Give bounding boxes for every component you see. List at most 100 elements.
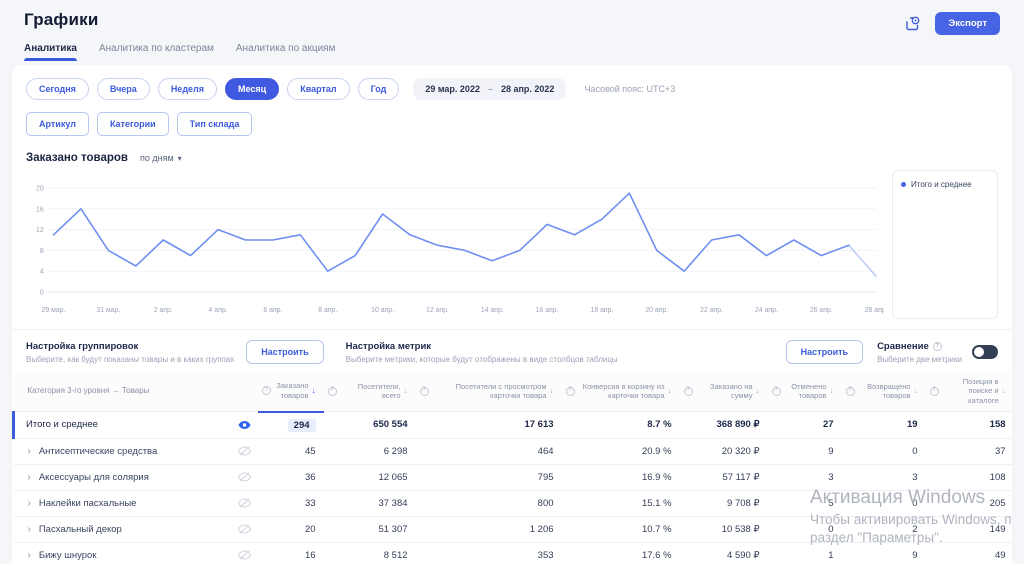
svg-text:24 апр.: 24 апр. — [755, 307, 778, 314]
category-name: Наклейки пасхальные — [38, 497, 137, 509]
sort-icon[interactable]: ↓ — [667, 386, 672, 396]
expand-chevron-icon[interactable]: › — [27, 445, 31, 457]
column-help-icon[interactable]: ? — [565, 386, 575, 396]
column-help-icon[interactable]: ? — [419, 386, 429, 396]
sort-icon[interactable]: ↓ — [829, 386, 834, 396]
tab-1[interactable]: Аналитика по кластерам — [98, 43, 214, 54]
eye-visible-icon[interactable] — [238, 420, 251, 430]
cell-value: 149 — [925, 516, 1012, 543]
period-pill[interactable]: Сегодня — [26, 78, 89, 100]
table-row[interactable]: › Наклейки пасхальные 33 37 384 800 15.1 % 9 7… — [13, 490, 1012, 517]
orders-chart: 0 4 8 12 16 20 29 мар. 31 мар. 2 апр. 4 апр. 6 апр… — [12, 166, 1012, 329]
configure-metrics-button[interactable]: Настроить — [785, 340, 864, 364]
cell-value: 17.6 % — [561, 542, 680, 564]
legend-dot-icon — [901, 182, 906, 187]
column-help-icon[interactable]: ? — [683, 386, 693, 396]
sort-icon[interactable]: ↓ — [913, 386, 918, 396]
eye-hidden-icon[interactable] — [237, 498, 252, 508]
svg-text:8 апр.: 8 апр. — [318, 307, 337, 314]
svg-text:26 апр.: 26 апр. — [810, 307, 833, 314]
period-pill[interactable]: Неделя — [157, 78, 218, 100]
cell-value: 1 — [767, 542, 842, 564]
cell-value: 6 298 — [323, 438, 416, 465]
sort-icon[interactable]: ↓ — [549, 386, 554, 396]
column-help-icon[interactable]: ? — [261, 386, 271, 396]
column-header[interactable]: ? Заказано на сумму ↓ — [679, 373, 768, 413]
column-header[interactable]: ? Конверсия в корзину из карточки товара ↓ — [561, 373, 680, 413]
column-help-icon[interactable]: ? — [327, 386, 337, 396]
cell-value: 5 — [767, 490, 842, 517]
dimension-button[interactable]: Артикул — [26, 112, 89, 136]
column-header[interactable]: ? Посетители с просмотром карточки товара… — [415, 373, 562, 413]
comparison-toggle[interactable] — [972, 345, 998, 359]
expand-chevron-icon[interactable]: › — [27, 523, 31, 535]
cell-value: 3 — [767, 464, 842, 491]
totals-row[interactable]: Итого и среднее 294 650 554 17 613 8.7 % 368 … — [12, 411, 1012, 439]
expand-chevron-icon[interactable]: › — [27, 471, 31, 483]
eye-hidden-icon[interactable] — [237, 550, 252, 560]
cell-value: 9 708 ₽ — [679, 490, 768, 517]
cell-value: 9 — [767, 438, 842, 465]
period-filters: Сегодня Вчера Неделя Месяц Квартал Год 29 мар… — [12, 65, 1012, 100]
column-help-icon[interactable]: ? — [771, 386, 781, 396]
column-help-icon[interactable]: ? — [929, 386, 939, 396]
dimension-button[interactable]: Категории — [96, 112, 169, 136]
sort-icon[interactable]: ↓ — [403, 386, 408, 396]
legend-label: Итого и среднее — [911, 180, 972, 189]
table-body: Итого и среднее 294 650 554 17 613 8.7 % 368 … — [12, 411, 1012, 564]
date-range-picker[interactable]: 29 мар. 2022 – 28 апр. 2022 — [413, 78, 567, 100]
eye-hidden-icon[interactable] — [237, 472, 252, 482]
svg-text:8: 8 — [40, 248, 44, 255]
comparison-title: Сравнение — [877, 340, 929, 352]
configure-groupings-button[interactable]: Настроить — [246, 340, 324, 364]
group-header[interactable]: Категория 3-го уровня → Товары — [13, 373, 258, 413]
cell-value: 2 — [841, 516, 926, 543]
period-pill[interactable]: Год — [357, 78, 400, 100]
help-icon[interactable]: ? — [932, 341, 942, 351]
table-row[interactable]: › Антисептические средства 45 6 298 464 20.9 … — [13, 438, 1012, 465]
granularity-dropdown[interactable]: по дням ▾ — [139, 153, 182, 163]
cell-value: 49 — [925, 542, 1012, 564]
column-header[interactable]: ? Отменено товаров ↓ — [767, 373, 842, 413]
svg-text:4: 4 — [40, 269, 44, 276]
table-row[interactable]: › Бижу шнурок 16 8 512 353 17.6 % 4 590 ₽1 9 49 — [13, 542, 1012, 564]
column-header[interactable]: ? Позиция в поиске и каталоге ↓ — [925, 373, 1012, 413]
svg-text:2 апр.: 2 апр. — [154, 307, 173, 314]
svg-text:12: 12 — [36, 227, 44, 234]
sort-icon[interactable]: ↓ — [1001, 386, 1006, 396]
sort-icon[interactable]: ↓ — [311, 385, 316, 395]
tab-0[interactable]: Аналитика — [24, 43, 77, 61]
cell-value: 16.9 % — [561, 464, 680, 491]
column-help-icon[interactable]: ? — [845, 386, 855, 396]
svg-text:0: 0 — [40, 289, 44, 296]
svg-text:6 апр.: 6 апр. — [263, 307, 282, 314]
table-row[interactable]: › Аксессуары для солярия 36 12 065 795 16.9 %… — [13, 464, 1012, 491]
eye-hidden-icon[interactable] — [237, 524, 252, 534]
period-pill[interactable]: Месяц — [225, 78, 280, 100]
table-row[interactable]: › Пасхальный декор 20 51 307 1 206 10.7 % 10 5… — [13, 516, 1012, 543]
category-name: Пасхальный декор — [38, 523, 122, 535]
export-button[interactable]: Экспорт — [935, 12, 1000, 35]
svg-text:20: 20 — [36, 185, 44, 192]
metrics-desc: Выберите метрики, которые будут отображе… — [345, 354, 618, 364]
tab-2[interactable]: Аналитика по акциям — [235, 43, 336, 54]
sort-icon[interactable]: ↓ — [755, 386, 760, 396]
expand-chevron-icon[interactable]: › — [27, 549, 31, 561]
line-chart[interactable]: 0 4 8 12 16 20 29 мар. 31 мар. 2 апр. 4 апр. 6 апр… — [26, 166, 888, 324]
totals-value: 650 554 — [323, 411, 416, 439]
column-header[interactable]: ? Посетители, всего ↓ — [323, 373, 416, 413]
cell-value: 10.7 % — [561, 516, 680, 543]
export-history-icon[interactable] — [901, 13, 923, 35]
period-pill[interactable]: Квартал — [287, 78, 350, 100]
eye-hidden-icon[interactable] — [237, 446, 252, 456]
cell-value: 0 — [841, 438, 926, 465]
groupings-title: Настройка группировок — [26, 340, 139, 352]
expand-chevron-icon[interactable]: › — [27, 497, 31, 509]
period-pill[interactable]: Вчера — [96, 78, 150, 100]
column-header[interactable]: ? Заказано товаров ↓ — [257, 373, 324, 413]
dimension-button[interactable]: Тип склада — [176, 112, 253, 136]
dimension-filters: Артикул Категории Тип склада — [12, 100, 1012, 136]
column-header[interactable]: ? Возвращено товаров ↓ — [841, 373, 926, 413]
cell-value: 205 — [925, 490, 1012, 517]
cell-value: 108 — [925, 464, 1012, 491]
